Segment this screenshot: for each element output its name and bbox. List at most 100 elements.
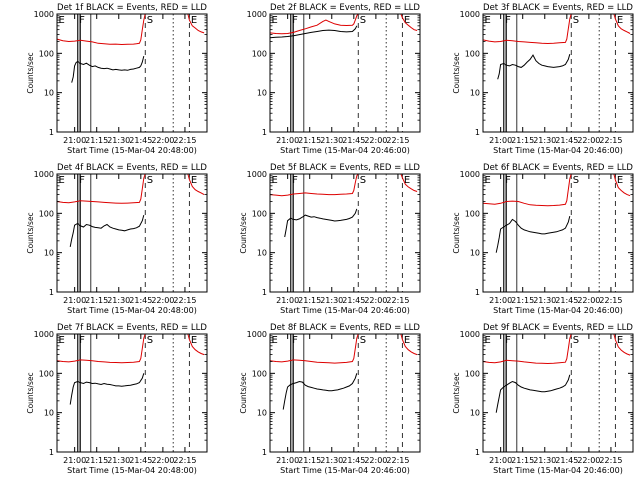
y-tick-label: 100 xyxy=(252,369,267,378)
marker-label: F xyxy=(505,335,511,346)
x-tick-label: 21:30 xyxy=(533,296,556,305)
x-tick-label: 21:15 xyxy=(511,456,534,465)
marker-label: S xyxy=(147,15,153,26)
x-tick-label: 21:30 xyxy=(533,136,556,145)
series-line-lld xyxy=(56,333,205,364)
chart-title: Det 2f BLACK = Events, RED = LLD xyxy=(270,3,420,13)
marker-label: E xyxy=(191,175,197,186)
marker-label: E xyxy=(485,335,491,346)
y-tick-label: 1000 xyxy=(460,10,480,19)
chart-panel-4: E F S E 1 10 100 1000 21:0021:1521:3021:4522:002… xyxy=(26,163,208,315)
marker-label: E xyxy=(617,175,623,186)
marker-label: E xyxy=(59,175,65,186)
chart-panel-1: E F S E 1 10 100 1000 21:0021:1521:3021:4522:002… xyxy=(26,3,208,155)
marker-label: S xyxy=(360,15,366,26)
series-line-events xyxy=(495,374,571,413)
x-tick-label: 22:15 xyxy=(599,136,622,145)
chart-title: Det 8f BLACK = Events, RED = LLD xyxy=(270,323,420,333)
x-tick-label: 21:00 xyxy=(63,456,86,465)
y-tick-label: 1 xyxy=(262,448,267,457)
x-tick-label: 22:15 xyxy=(386,456,409,465)
x-axis-label: Start Time (15-Mar-04 20:48:00) xyxy=(67,466,197,475)
x-axis-label: Start Time (15-Mar-04 20:48:00) xyxy=(67,146,197,155)
marker-label: F xyxy=(79,335,85,346)
plot-frame xyxy=(269,173,421,293)
x-tick-label: 21:45 xyxy=(555,136,578,145)
y-tick-label: 1000 xyxy=(247,330,267,339)
marker-label: S xyxy=(573,15,579,26)
series-line-lld xyxy=(482,333,631,365)
x-tick-label: 21:15 xyxy=(511,136,534,145)
x-tick-label: 21:45 xyxy=(342,136,365,145)
series-line-lld xyxy=(269,173,418,197)
y-tick-label: 1000 xyxy=(460,170,480,179)
y-tick-label: 1000 xyxy=(460,330,480,339)
y-tick-label: 1 xyxy=(262,288,267,297)
x-tick-label: 21:00 xyxy=(276,456,299,465)
x-tick-label: 22:15 xyxy=(173,136,196,145)
y-tick-label: 1000 xyxy=(34,330,54,339)
series-line-events xyxy=(269,25,358,39)
marker-label: S xyxy=(360,175,366,186)
x-tick-label: 22:00 xyxy=(364,296,387,305)
y-axis-label: Counts/sec xyxy=(26,52,35,93)
y-axis-label: Counts/sec xyxy=(26,212,35,253)
x-tick-label: 22:15 xyxy=(386,136,409,145)
x-tick-label: 21:15 xyxy=(85,456,108,465)
x-tick-label: 22:15 xyxy=(173,296,196,305)
x-tick-label: 21:00 xyxy=(489,296,512,305)
x-tick-label: 22:15 xyxy=(386,296,409,305)
series-line-lld xyxy=(269,333,418,364)
marker-label: S xyxy=(147,175,153,186)
x-tick-label: 22:00 xyxy=(364,456,387,465)
chart-panel-6: E F S E 1 10 100 1000 21:0021:1521:3021:4522:002… xyxy=(452,163,634,315)
marker-label: S xyxy=(573,335,579,346)
marker-label: F xyxy=(505,175,511,186)
y-tick-label: 100 xyxy=(39,49,54,58)
x-tick-label: 21:45 xyxy=(129,456,152,465)
chart-title: Det 3f BLACK = Events, RED = LLD xyxy=(483,3,633,13)
chart-panel-8: E F S E 1 10 100 1000 21:0021:1521:3021:4522:002… xyxy=(239,323,421,475)
x-tick-label: 21:15 xyxy=(85,136,108,145)
y-axis-label: Counts/sec xyxy=(26,372,35,413)
x-tick-label: 21:45 xyxy=(555,456,578,465)
x-tick-label: 21:45 xyxy=(129,136,152,145)
x-tick-label: 22:00 xyxy=(151,136,174,145)
y-tick-label: 10 xyxy=(44,249,54,258)
y-tick-label: 10 xyxy=(470,249,480,258)
plot-frame xyxy=(482,333,634,453)
chart-title: Det 1f BLACK = Events, RED = LLD xyxy=(57,3,207,13)
x-tick-label: 21:30 xyxy=(320,296,343,305)
chart-title: Det 5f BLACK = Events, RED = LLD xyxy=(270,163,420,173)
x-tick-label: 21:00 xyxy=(276,296,299,305)
chart-title: Det 7f BLACK = Events, RED = LLD xyxy=(57,323,207,333)
marker-label: E xyxy=(617,15,623,26)
x-tick-label: 21:00 xyxy=(276,136,299,145)
x-tick-label: 21:30 xyxy=(107,456,130,465)
x-tick-label: 21:30 xyxy=(533,456,556,465)
marker-label: S xyxy=(360,335,366,346)
y-tick-label: 10 xyxy=(470,89,480,98)
marker-label: E xyxy=(272,335,278,346)
chart-title: Det 4f BLACK = Events, RED = LLD xyxy=(57,163,207,173)
series-line-lld xyxy=(269,13,418,35)
marker-label: F xyxy=(292,175,298,186)
x-tick-label: 21:45 xyxy=(342,456,365,465)
x-tick-label: 21:00 xyxy=(489,136,512,145)
y-tick-label: 1 xyxy=(49,448,54,457)
y-tick-label: 1000 xyxy=(247,10,267,19)
series-line-events xyxy=(282,373,358,410)
marker-label: E xyxy=(191,15,197,26)
marker-label: E xyxy=(404,175,410,186)
plot-frame xyxy=(269,333,421,453)
x-axis-label: Start Time (15-Mar-04 20:46:00) xyxy=(280,146,410,155)
chart-panel-7: E F S E 1 10 100 1000 21:0021:1521:3021:4522:002… xyxy=(26,323,208,475)
series-line-lld xyxy=(56,13,205,46)
x-tick-label: 22:00 xyxy=(151,456,174,465)
series-line-lld xyxy=(56,173,205,204)
y-tick-label: 100 xyxy=(252,209,267,218)
marker-label: E xyxy=(59,15,65,26)
y-tick-label: 1 xyxy=(475,448,480,457)
x-axis-label: Start Time (15-Mar-04 20:46:00) xyxy=(493,146,623,155)
plot-frame xyxy=(56,333,208,453)
